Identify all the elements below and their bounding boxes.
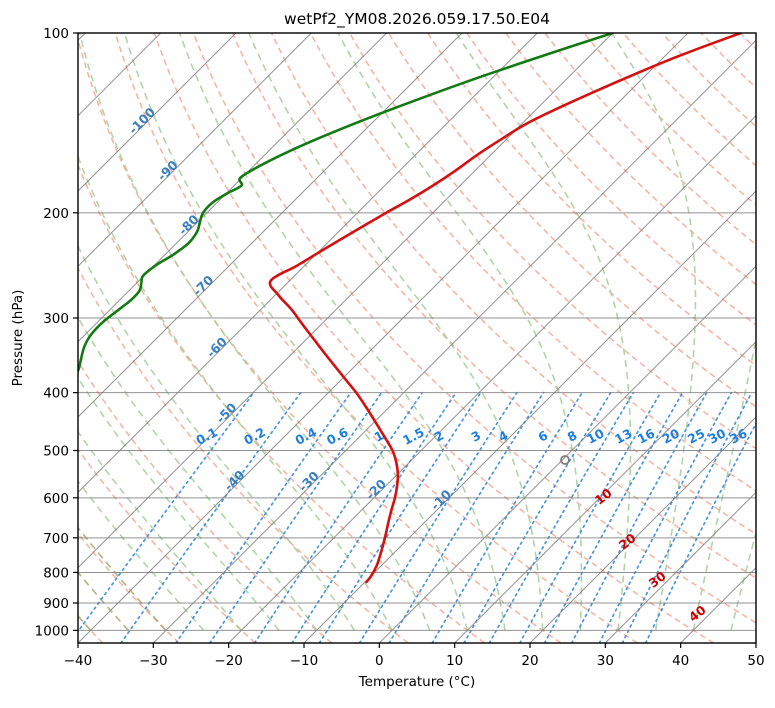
- x-tick-label: −30: [139, 653, 168, 669]
- mixing-ratio-label: 25: [685, 425, 707, 446]
- parcel-marker: [560, 455, 570, 465]
- isotherm-lines: [78, 33, 756, 643]
- y-axis-label: Pressure (hPa): [10, 290, 26, 387]
- y-tick-label: 200: [43, 206, 69, 222]
- y-tick-label: 800: [43, 565, 69, 581]
- x-tick-label: 10: [446, 653, 463, 669]
- mixing-ratio-label: 16: [635, 425, 658, 447]
- x-axis-ticks: −40 −30 −20 −10 0 10 20 30 40 50: [64, 643, 765, 669]
- x-axis-label: Temperature (°C): [358, 674, 476, 690]
- isobar-lines: [78, 33, 756, 631]
- y-tick-label: 700: [43, 531, 69, 547]
- page-title: wetPf2_YM08.2026.059.17.50.E04: [284, 10, 550, 29]
- y-tick-label: 400: [43, 386, 69, 402]
- mixing-ratio-label: 30: [706, 425, 729, 447]
- x-tick-label: 0: [375, 653, 384, 669]
- mixing-ratio-label: 20: [660, 425, 683, 447]
- plot-background: [78, 33, 756, 643]
- mixing-ratio-label: 36: [727, 425, 750, 447]
- x-tick-label: 30: [597, 653, 614, 669]
- y-tick-label: 300: [43, 311, 69, 327]
- x-tick-label: 40: [672, 653, 689, 669]
- x-tick-label: 20: [521, 653, 538, 669]
- y-tick-label: 1000: [35, 623, 69, 639]
- y-tick-label: 500: [43, 444, 69, 460]
- x-tick-label: −40: [64, 653, 93, 669]
- x-tick-label: −20: [214, 653, 243, 669]
- x-tick-label: −10: [290, 653, 319, 669]
- sounding-curves: [78, 33, 743, 584]
- mixing-ratio-lines: [78, 391, 756, 643]
- mixing-ratio-label: 13: [612, 425, 634, 446]
- x-tick-label: 50: [747, 653, 764, 669]
- mixing-ratio-label: 10: [584, 425, 607, 447]
- sounding-curve-dewpoint: [78, 33, 614, 374]
- y-axis-ticks: 100 200 300 400 500 600 700 800 900 1000: [35, 26, 78, 639]
- sounding-curve-temperature: [268, 33, 743, 584]
- y-tick-label: 600: [43, 491, 69, 507]
- plot-area: -100-90-80-70-60-50-40 -30 -20 -10 0.1 0.2 0.…: [10, 26, 765, 690]
- y-tick-label: 900: [43, 596, 69, 612]
- y-tick-label: 100: [43, 26, 69, 42]
- plot-frame: [77, 32, 757, 644]
